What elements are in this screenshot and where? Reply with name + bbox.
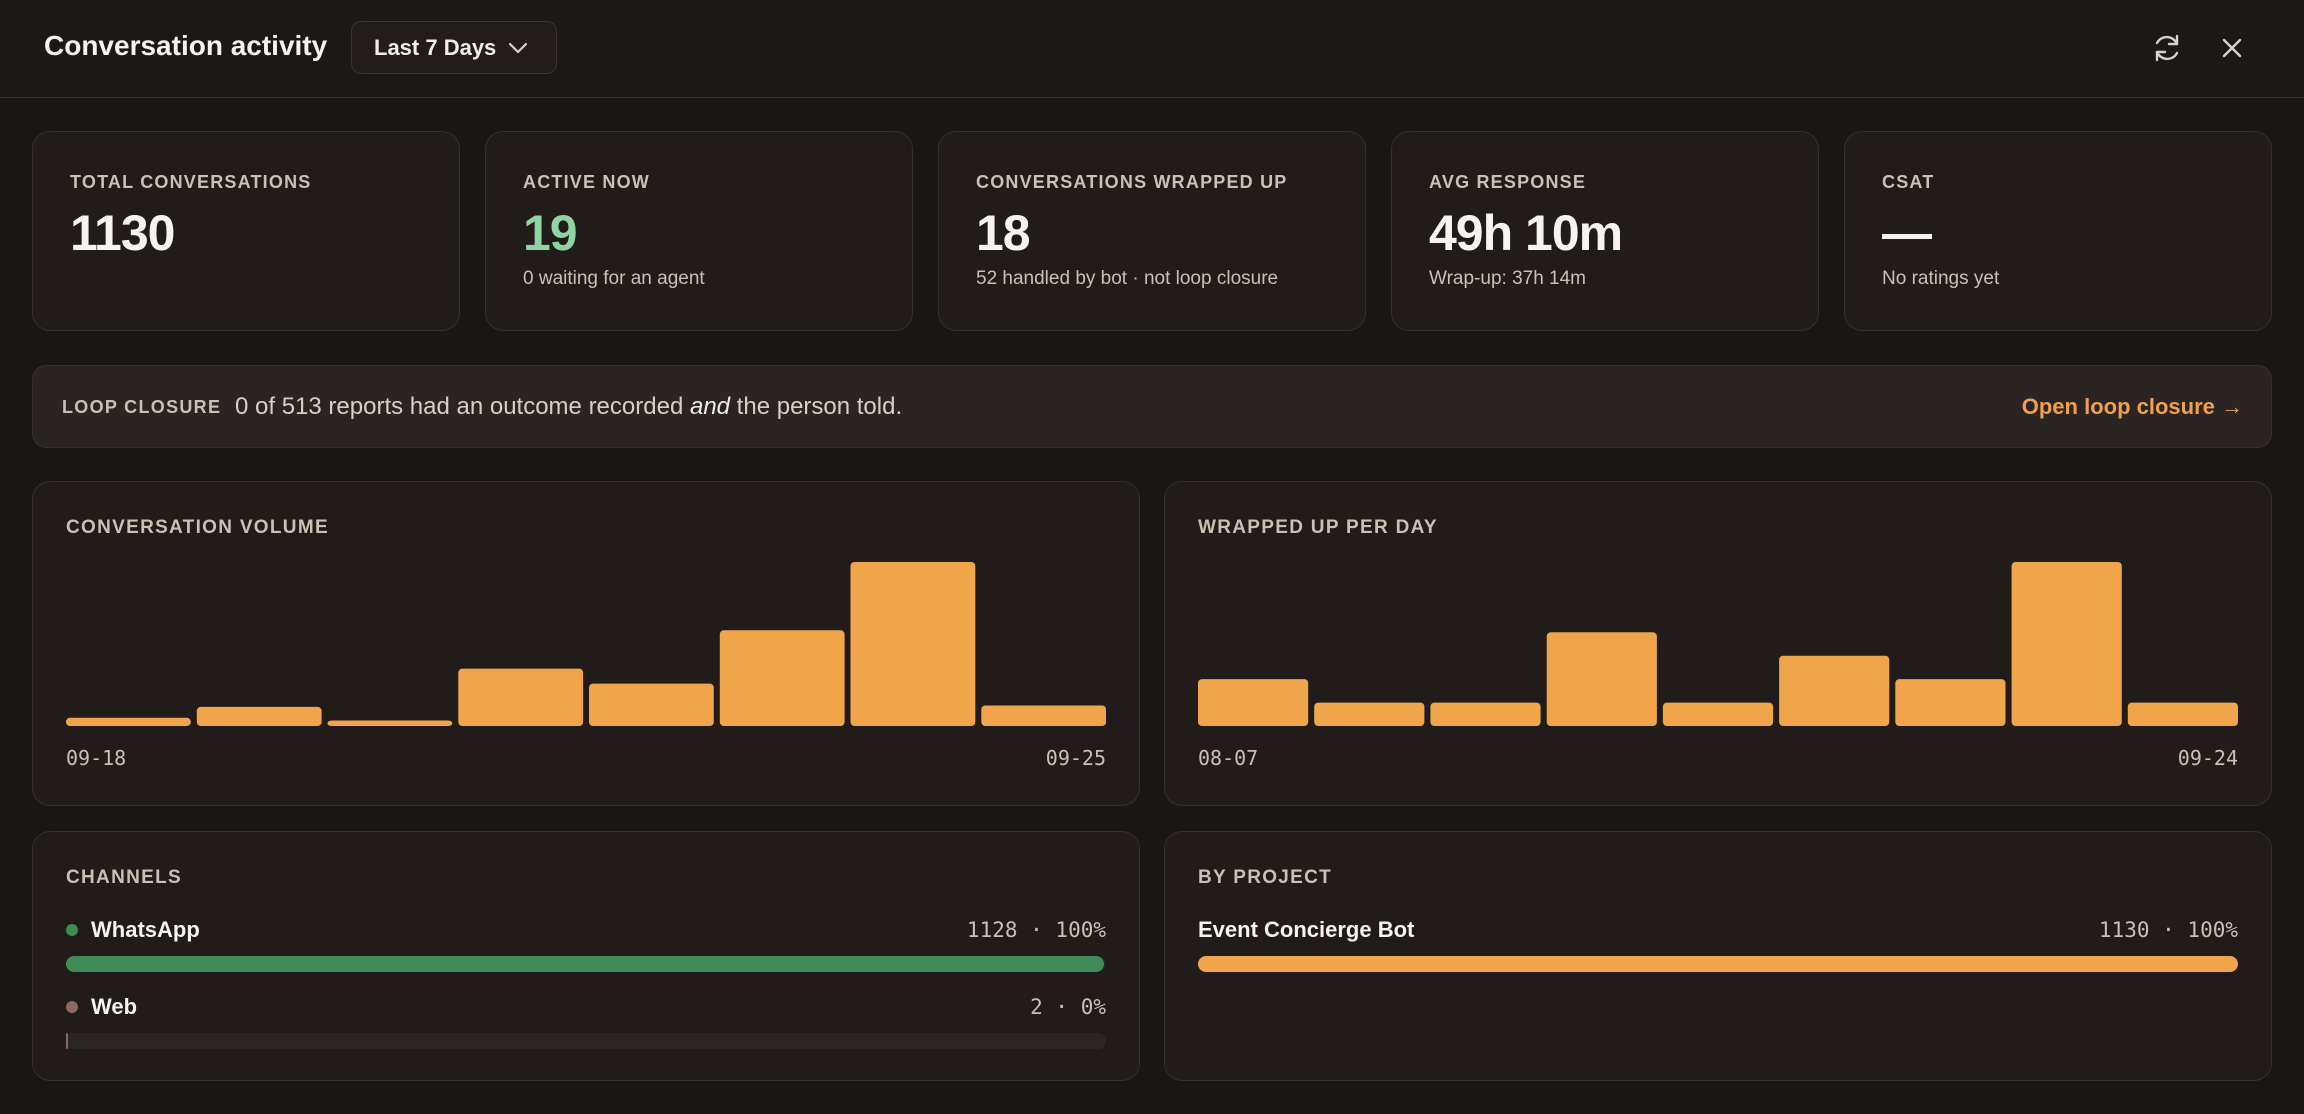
stat-label: AVG RESPONSE bbox=[1429, 172, 1587, 192]
bar bbox=[66, 717, 191, 726]
bar bbox=[1314, 702, 1425, 726]
project-bar-fill bbox=[1198, 956, 2238, 972]
loop-closure-text: 0 of 513 reports had an outcome recorded… bbox=[235, 393, 902, 421]
loop-closure-text-em: and bbox=[689, 393, 731, 420]
stat-label: ACTIVE NOW bbox=[523, 172, 650, 192]
loop-closure-banner: LOOP CLOSURE 0 of 513 reports had an out… bbox=[32, 365, 2272, 448]
stat-label: CSAT bbox=[1882, 172, 1935, 192]
stat-card-avg-response: AVG RESPONSE 49h 10m Wrap-up: 37h 14m bbox=[1391, 131, 1819, 331]
web-dot-icon bbox=[66, 1001, 78, 1013]
stat-value: 19 bbox=[523, 205, 578, 261]
bar bbox=[1895, 679, 2006, 726]
x-axis-start-label: 08-07 bbox=[1198, 746, 1259, 770]
stat-subtext: 52 handled by bot · not loop closure bbox=[976, 268, 1279, 289]
bar bbox=[2011, 562, 2122, 726]
project-name: Event Concierge Bot bbox=[1198, 917, 1415, 942]
date-range-dropdown[interactable]: Last 7 Days bbox=[351, 21, 557, 74]
stat-value: 49h 10m bbox=[1429, 205, 1623, 261]
open-loop-closure-link[interactable]: Open loop closure → bbox=[2021, 394, 2243, 419]
loop-closure-text-after: the person told. bbox=[730, 393, 903, 420]
stat-value: 18 bbox=[976, 205, 1031, 261]
stat-label: TOTAL CONVERSATIONS bbox=[70, 172, 312, 192]
stat-label: CONVERSATIONS WRAPPED UP bbox=[976, 172, 1288, 192]
project-bar-track bbox=[1198, 956, 2238, 972]
conversation-volume-panel: CONVERSATION VOLUME 09-18 09-25 bbox=[32, 481, 1140, 806]
header: Conversation activity Last 7 Days bbox=[0, 0, 2304, 98]
bar bbox=[589, 683, 714, 726]
wrapped-up-per-day-panel: WRAPPED UP PER DAY 08-07 09-24 bbox=[1164, 481, 2272, 806]
stat-card-total-conversations: TOTAL CONVERSATIONS 1130 bbox=[32, 131, 460, 331]
conversation-volume-chart bbox=[66, 562, 1106, 726]
loop-closure-label: LOOP CLOSURE bbox=[62, 397, 222, 417]
wrapped-up-per-day-chart bbox=[1198, 562, 2238, 726]
loop-closure-text-before: 0 of 513 reports had an outcome recorded bbox=[235, 393, 690, 420]
bar bbox=[196, 706, 322, 726]
stat-subtext: Wrap-up: 37h 14m bbox=[1429, 268, 1587, 289]
bar bbox=[2127, 702, 2238, 726]
stat-card-csat: CSAT — No ratings yet bbox=[1844, 131, 2272, 331]
bar bbox=[981, 705, 1106, 726]
bar bbox=[719, 630, 845, 726]
x-axis-end-label: 09-24 bbox=[2177, 746, 2238, 770]
bar bbox=[1546, 632, 1657, 726]
by-project-panel: BY PROJECT Event Concierge Bot 1130 · 10… bbox=[1164, 831, 2272, 1081]
channel-bar-track bbox=[66, 1033, 1106, 1049]
by-project-title: BY PROJECT bbox=[1198, 867, 1333, 888]
bar bbox=[1662, 702, 1774, 726]
date-range-label: Last 7 Days bbox=[374, 34, 497, 60]
page-title: Conversation activity bbox=[44, 30, 328, 61]
bar bbox=[1430, 702, 1541, 726]
channel-bar-fill bbox=[66, 956, 1104, 972]
channel-bar-fill bbox=[66, 1033, 69, 1049]
project-stat: 1130 · 100% bbox=[2098, 918, 2238, 942]
bar bbox=[458, 668, 584, 726]
channel-stat: 1128 · 100% bbox=[966, 918, 1106, 942]
bar bbox=[1198, 679, 1309, 726]
channel-name: Web bbox=[91, 994, 138, 1019]
stat-value: 1130 bbox=[70, 205, 175, 261]
chart-title: CONVERSATION VOLUME bbox=[66, 517, 329, 538]
channel-bar-track bbox=[66, 956, 1106, 972]
chevron-down-icon bbox=[508, 42, 528, 54]
stat-value: — bbox=[1882, 205, 1932, 261]
x-axis-start-label: 09-18 bbox=[66, 746, 127, 770]
x-axis-end-label: 09-25 bbox=[1045, 746, 1106, 770]
channels-title: CHANNELS bbox=[66, 867, 182, 888]
bar bbox=[1779, 655, 1890, 726]
stat-card-wrapped-up: CONVERSATIONS WRAPPED UP 18 52 handled b… bbox=[938, 131, 1366, 331]
channels-panel: CHANNELS WhatsApp 1128 · 100% Web 2 · 0% bbox=[32, 831, 1140, 1081]
bar bbox=[850, 562, 976, 726]
bar bbox=[327, 720, 453, 726]
chart-title: WRAPPED UP PER DAY bbox=[1198, 517, 1438, 538]
refresh-icon[interactable] bbox=[2150, 31, 2184, 65]
stat-card-active-now: ACTIVE NOW 19 0 waiting for an agent bbox=[485, 131, 913, 331]
stat-subtext: 0 waiting for an agent bbox=[523, 268, 705, 289]
channel-name: WhatsApp bbox=[91, 917, 200, 942]
channel-stat: 2 · 0% bbox=[1030, 995, 1106, 1019]
whatsapp-dot-icon bbox=[66, 924, 78, 936]
close-icon[interactable] bbox=[2215, 31, 2249, 65]
stat-subtext: No ratings yet bbox=[1882, 268, 2000, 289]
